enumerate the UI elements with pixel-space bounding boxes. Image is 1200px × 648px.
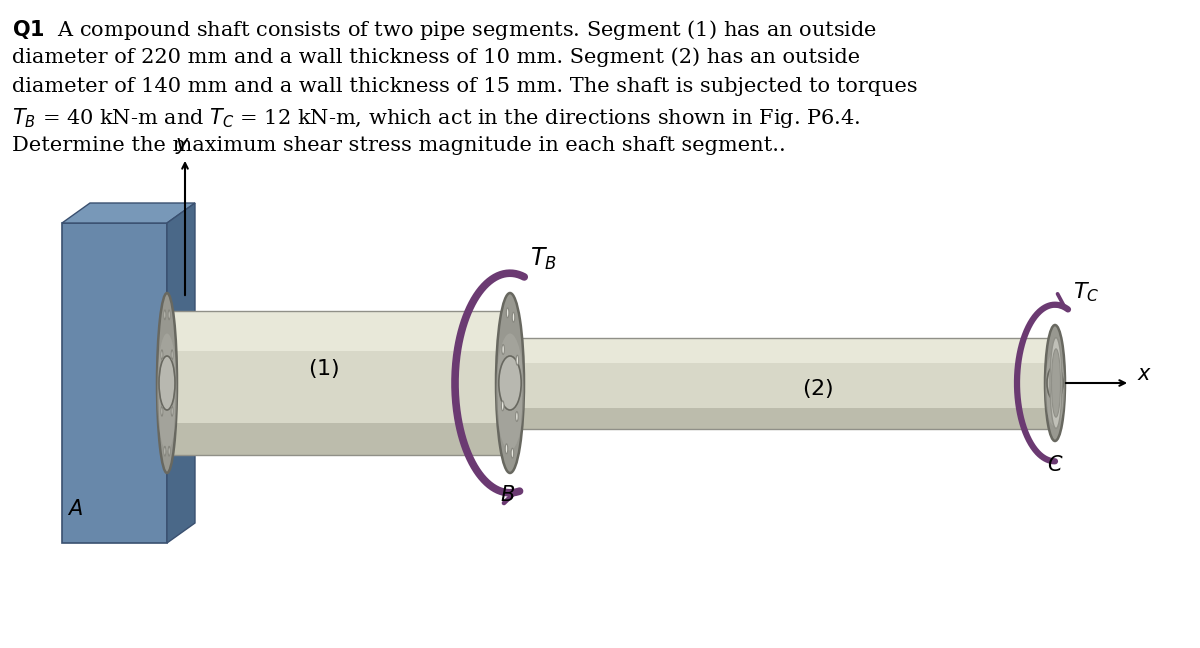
Text: $A$: $A$ [67, 499, 83, 519]
Ellipse shape [168, 446, 170, 456]
Ellipse shape [157, 293, 178, 473]
Ellipse shape [499, 356, 521, 410]
Ellipse shape [512, 312, 515, 322]
Ellipse shape [511, 448, 514, 458]
Ellipse shape [505, 444, 508, 454]
Ellipse shape [516, 411, 518, 421]
Text: $y$: $y$ [175, 136, 190, 156]
Ellipse shape [157, 334, 178, 450]
Polygon shape [62, 223, 167, 543]
Ellipse shape [172, 350, 173, 360]
Ellipse shape [158, 356, 175, 410]
Ellipse shape [502, 401, 504, 411]
Text: $T_B$ = 40 kN-m and $T_C$ = 12 kN-m, which act in the directions shown in Fig. P: $T_B$ = 40 kN-m and $T_C$ = 12 kN-m, whi… [12, 106, 860, 130]
Ellipse shape [164, 446, 166, 456]
Text: $T_B$: $T_B$ [530, 246, 557, 272]
Polygon shape [167, 203, 194, 543]
Polygon shape [510, 408, 1055, 428]
Ellipse shape [161, 406, 163, 416]
Ellipse shape [1046, 365, 1063, 400]
Ellipse shape [168, 310, 170, 319]
Text: diameter of 140 mm and a wall thickness of 15 mm. The shaft is subjected to torq: diameter of 140 mm and a wall thickness … [12, 77, 918, 96]
Text: $(1)$: $(1)$ [308, 357, 340, 380]
Text: $B$: $B$ [500, 485, 515, 505]
Text: $C$: $C$ [1046, 455, 1063, 475]
Ellipse shape [516, 355, 518, 365]
Ellipse shape [1045, 325, 1066, 441]
Ellipse shape [502, 345, 504, 354]
Text: $\mathbf{Q1}$  A compound shaft consists of two pipe segments. Segment (1) has a: $\mathbf{Q1}$ A compound shaft consists … [12, 18, 877, 42]
Polygon shape [62, 203, 194, 223]
Text: $x$: $x$ [1138, 365, 1152, 384]
Text: diameter of 220 mm and a wall thickness of 10 mm. Segment (2) has an outside: diameter of 220 mm and a wall thickness … [12, 47, 860, 67]
Polygon shape [510, 338, 1055, 362]
Polygon shape [167, 311, 510, 351]
Ellipse shape [506, 308, 509, 318]
Ellipse shape [164, 310, 166, 319]
Ellipse shape [1050, 338, 1062, 428]
Ellipse shape [161, 350, 163, 360]
Text: Determine the maximum shear stress magnitude in each shaft segment..: Determine the maximum shear stress magni… [12, 136, 786, 155]
Polygon shape [167, 311, 510, 455]
Polygon shape [167, 422, 510, 455]
Ellipse shape [172, 406, 173, 416]
Ellipse shape [1045, 351, 1066, 426]
Text: $T_C$: $T_C$ [1073, 280, 1099, 303]
Ellipse shape [496, 334, 524, 450]
Polygon shape [510, 338, 1055, 428]
Ellipse shape [496, 293, 524, 473]
Ellipse shape [1051, 349, 1061, 417]
Text: $(2)$: $(2)$ [803, 377, 834, 400]
